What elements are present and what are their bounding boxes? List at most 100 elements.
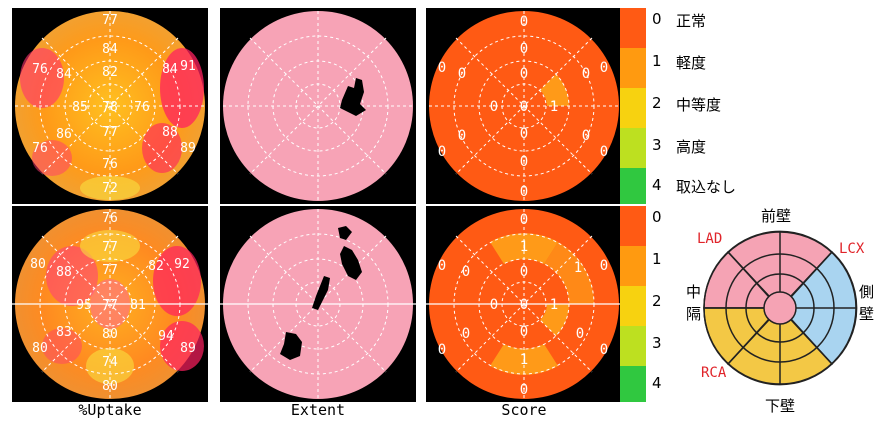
score-label: 0 [438, 144, 446, 160]
scale-num: 0 [652, 10, 662, 28]
uptake-label: 89 [180, 341, 196, 356]
column-label-uptake: %Uptake [78, 401, 142, 419]
score-label: 0 [458, 128, 466, 144]
uptake-label: 94 [158, 329, 174, 344]
uptake-label: 95 [76, 298, 92, 313]
uptake-label: 84 [56, 67, 72, 82]
score-label: 0 [600, 258, 608, 274]
uptake-label: 76 [32, 141, 48, 156]
scale-num: 4 [652, 374, 662, 392]
uptake-label: 80 [30, 257, 46, 272]
score-label: 0 [520, 66, 528, 82]
score-map-rest: 0 1 0 0 1 0 0 1 0 1 0 0 0 0 0 0 0 [426, 206, 622, 402]
score-label: 0 [438, 60, 446, 76]
scale-label: 取込なし [676, 178, 737, 196]
uptake-label: 83 [56, 325, 72, 340]
scale-num: 4 [652, 176, 662, 194]
scale-swatch-1 [620, 246, 646, 286]
scale-swatch-0 [620, 8, 646, 48]
uptake-label: 89 [180, 141, 196, 156]
scale-swatch-4 [620, 168, 646, 204]
uptake-label: 82 [102, 65, 118, 80]
score-label: 0 [520, 264, 528, 280]
scale-num: 0 [652, 208, 662, 226]
legend-septal: 中 [686, 283, 702, 301]
territory-legend: 前壁 下壁 中 隔 側 壁 LAD LCX RCA [683, 205, 875, 415]
score-map-stress: 0 0 0 0 1 0 0 0 0 0 0 0 0 0 0 0 0 [426, 8, 622, 204]
scale-label: 高度 [676, 138, 707, 156]
score-label: 0 [462, 264, 470, 280]
scale-num: 2 [652, 292, 662, 310]
score-label: 0 [490, 297, 498, 313]
score-label: 0 [520, 212, 528, 228]
scale-num: 2 [652, 94, 662, 112]
score-label: 1 [550, 297, 558, 313]
score-label: 0 [520, 324, 528, 340]
uptake-label: 85 [72, 100, 88, 115]
uptake-label: 77 [102, 240, 118, 255]
uptake-label: 76 [102, 157, 118, 172]
uptake-label: 78 [102, 100, 118, 115]
column-label-score: Score [501, 401, 547, 419]
score-label: 0 [600, 60, 608, 76]
severity-scale-top [620, 8, 646, 204]
legend-rca: RCA [701, 365, 727, 381]
score-label: 0 [520, 382, 528, 398]
score-label: 0 [600, 342, 608, 358]
uptake-label: 77 [102, 298, 118, 313]
uptake-label: 77 [102, 13, 118, 28]
scale-swatch-2 [620, 88, 646, 128]
score-label: 1 [574, 260, 582, 276]
uptake-label: 76 [32, 62, 48, 77]
scale-label: 中等度 [676, 96, 722, 114]
uptake-label: 76 [102, 211, 118, 226]
score-label: 0 [438, 342, 446, 358]
score-label: 0 [582, 128, 590, 144]
uptake-label: 80 [32, 341, 48, 356]
uptake-label: 92 [174, 257, 190, 272]
uptake-label: 80 [102, 327, 118, 342]
legend-lcx: LCX [839, 241, 865, 257]
uptake-label: 88 [162, 125, 178, 140]
score-label: 0 [438, 258, 446, 274]
severity-scale-bottom [620, 206, 646, 402]
score-label: 0 [520, 14, 528, 30]
uptake-label: 80 [102, 379, 118, 394]
scale-num: 3 [652, 334, 662, 352]
scale-label: 正常 [676, 12, 707, 30]
score-label: 0 [520, 41, 528, 57]
score-label: 0 [520, 297, 528, 313]
legend-inferior: 下壁 [765, 397, 796, 415]
scale-num: 1 [652, 52, 662, 70]
uptake-map-rest: 76 77 77 77 95 81 80 74 80 88 80 82 92 8… [12, 206, 208, 402]
uptake-label: 77 [102, 263, 118, 278]
score-label: 0 [582, 66, 590, 82]
score-label: 0 [520, 154, 528, 170]
column-label-extent: Extent [290, 401, 346, 419]
uptake-label: 84 [162, 62, 178, 77]
score-label: 0 [576, 326, 584, 342]
score-label: 0 [462, 326, 470, 342]
scale-swatch-3 [620, 326, 646, 366]
score-label: 0 [490, 99, 498, 115]
scale-num: 1 [652, 250, 662, 268]
legend-lad: LAD [697, 231, 723, 247]
uptake-label: 76 [134, 100, 150, 115]
scale-swatch-0 [620, 206, 646, 246]
scale-swatch-4 [620, 366, 646, 402]
uptake-label: 88 [56, 265, 72, 280]
uptake-label: 77 [102, 125, 118, 140]
score-label: 1 [520, 239, 528, 255]
scale-swatch-2 [620, 286, 646, 326]
scale-label: 軽度 [676, 54, 707, 72]
score-label: 0 [520, 126, 528, 142]
uptake-label: 84 [102, 42, 118, 57]
uptake-label: 86 [56, 127, 72, 142]
uptake-label: 81 [130, 298, 146, 313]
legend-lateral: 側 [859, 283, 875, 301]
score-label: 1 [520, 352, 528, 368]
extent-map-rest [220, 206, 416, 402]
score-label: 0 [520, 99, 528, 115]
score-label: 0 [600, 144, 608, 160]
legend-lateral: 壁 [859, 305, 875, 323]
